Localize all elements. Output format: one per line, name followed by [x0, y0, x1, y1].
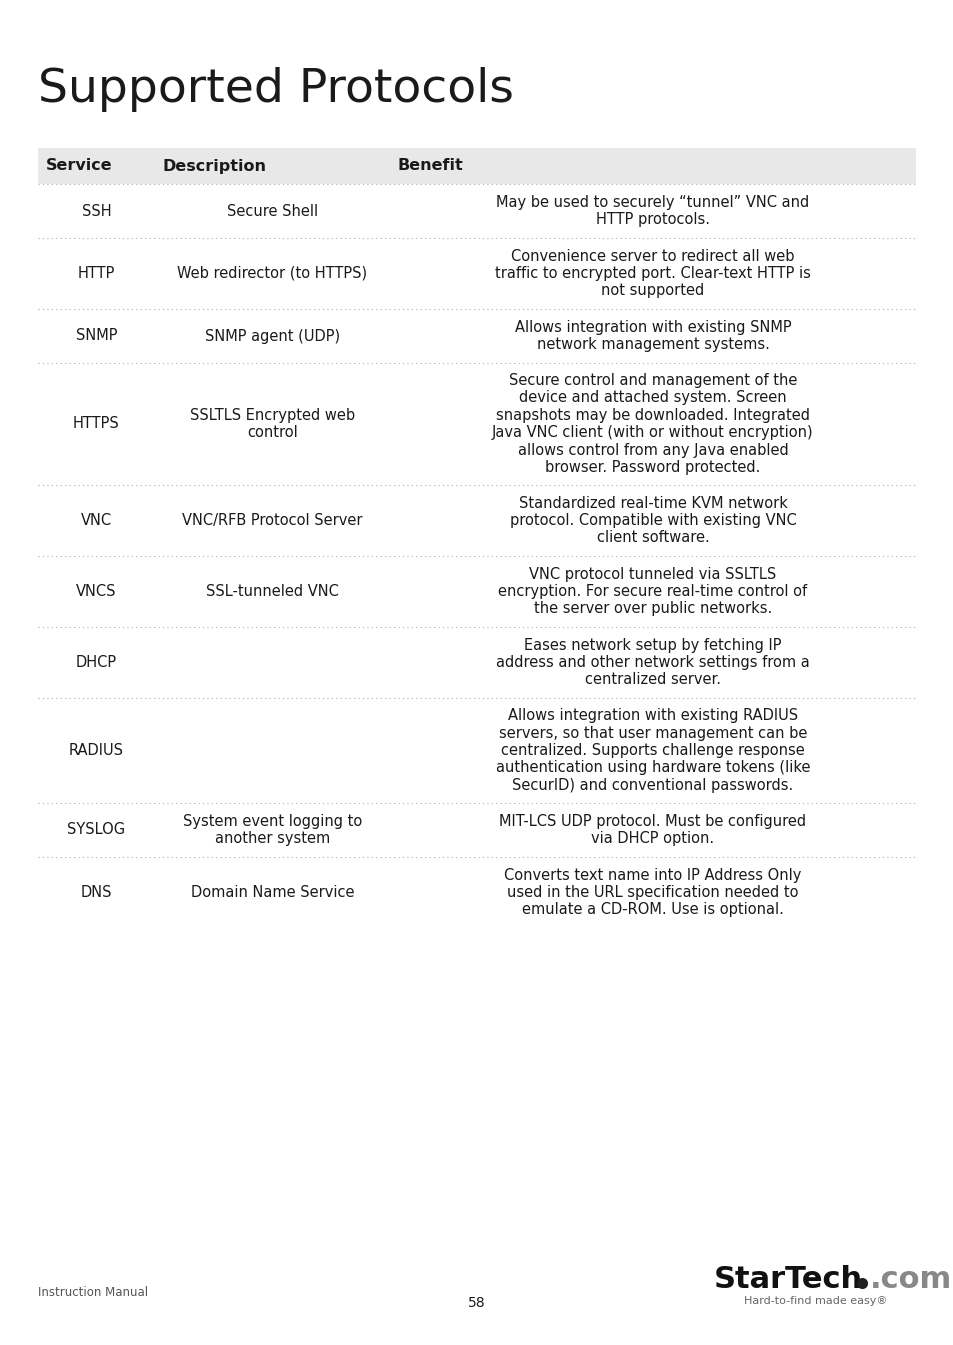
Text: Hard-to-find made easy®: Hard-to-find made easy®	[743, 1297, 886, 1306]
Bar	[38, 148, 915, 184]
Text: MIT-LCS UDP protocol. Must be configured
via DHCP option.: MIT-LCS UDP protocol. Must be configured…	[499, 814, 805, 846]
Text: DHCP: DHCP	[76, 655, 117, 670]
Text: VNCS: VNCS	[76, 584, 116, 599]
Text: Secure Shell: Secure Shell	[227, 203, 317, 218]
Text: HTTP: HTTP	[78, 266, 115, 281]
Text: Converts text name into IP Address Only
used in the URL specification needed to
: Converts text name into IP Address Only …	[504, 868, 801, 917]
Text: May be used to securely “tunnel” VNC and
HTTP protocols.: May be used to securely “tunnel” VNC and…	[496, 195, 809, 227]
Text: StarTech: StarTech	[713, 1264, 862, 1294]
Text: Allows integration with existing RADIUS
servers, so that user management can be
: Allows integration with existing RADIUS …	[496, 709, 809, 792]
Text: SYSLOG: SYSLOG	[68, 823, 126, 838]
Text: SSLTLS Encrypted web
control: SSLTLS Encrypted web control	[190, 408, 355, 440]
Text: Instruction Manual: Instruction Manual	[38, 1287, 148, 1299]
Text: Convenience server to redirect all web
traffic to encrypted port. Clear-text HTT: Convenience server to redirect all web t…	[495, 249, 810, 299]
Text: .com: .com	[869, 1264, 951, 1294]
Text: 58: 58	[468, 1297, 485, 1310]
Text: Benefit: Benefit	[397, 159, 463, 174]
Text: Web redirector (to HTTPS): Web redirector (to HTTPS)	[177, 266, 367, 281]
Text: RADIUS: RADIUS	[69, 742, 124, 759]
Text: DNS: DNS	[81, 885, 112, 900]
Text: SNMP agent (UDP): SNMP agent (UDP)	[205, 328, 339, 343]
Text: SSH: SSH	[82, 203, 112, 218]
Text: HTTPS: HTTPS	[73, 417, 120, 432]
Text: Service: Service	[46, 159, 112, 174]
Text: SSL-tunneled VNC: SSL-tunneled VNC	[206, 584, 338, 599]
Text: VNC: VNC	[81, 512, 112, 529]
Text: Standardized real-time KVM network
protocol. Compatible with existing VNC
client: Standardized real-time KVM network proto…	[509, 495, 796, 546]
Text: System event logging to
another system: System event logging to another system	[183, 814, 362, 846]
Text: VNC/RFB Protocol Server: VNC/RFB Protocol Server	[182, 512, 362, 529]
Text: Allows integration with existing SNMP
network management systems.: Allows integration with existing SNMP ne…	[515, 320, 790, 352]
Text: SNMP: SNMP	[75, 328, 117, 343]
Text: Supported Protocols: Supported Protocols	[38, 67, 514, 113]
Text: Secure control and management of the
device and attached system. Screen
snapshot: Secure control and management of the dev…	[492, 373, 813, 475]
Text: Eases network setup by fetching IP
address and other network settings from a
cen: Eases network setup by fetching IP addre…	[496, 638, 809, 687]
Text: Description: Description	[163, 159, 267, 174]
Text: Domain Name Service: Domain Name Service	[191, 885, 354, 900]
Text: VNC protocol tunneled via SSLTLS
encryption. For secure real-time control of
the: VNC protocol tunneled via SSLTLS encrypt…	[497, 566, 807, 616]
